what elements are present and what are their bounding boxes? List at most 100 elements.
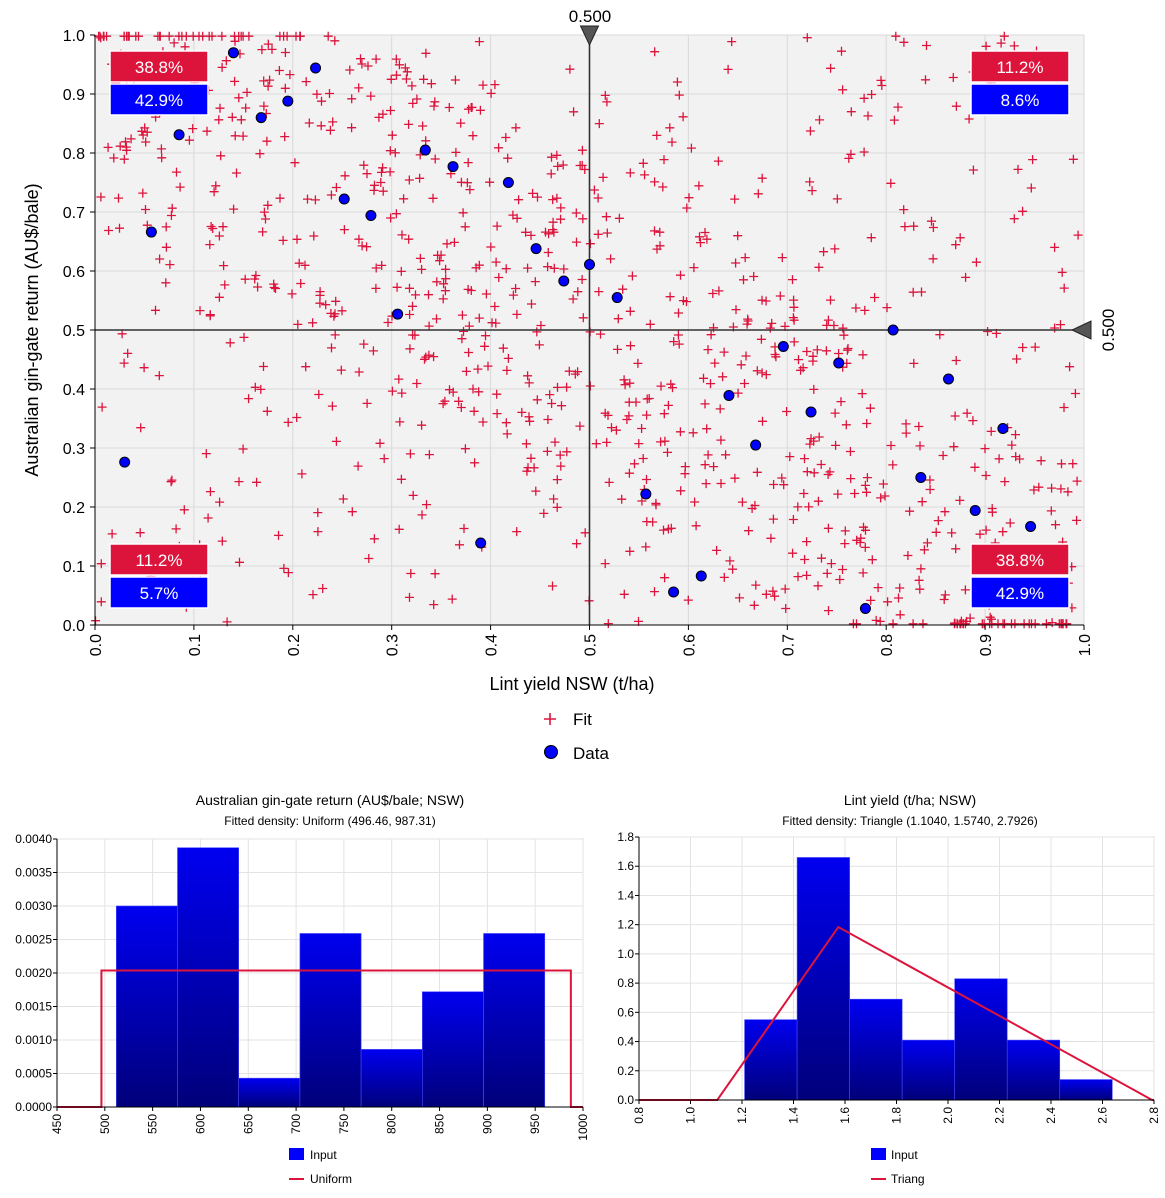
fit-point	[814, 262, 824, 272]
scatter-y-tick-label: 0.6	[63, 264, 85, 281]
fit-point	[830, 244, 840, 254]
fit-point	[781, 604, 791, 613]
fit-point	[634, 439, 644, 449]
fit-point	[1051, 520, 1060, 530]
fit-point	[757, 295, 767, 305]
fit-point	[310, 195, 320, 205]
fit-point	[951, 356, 961, 365]
fit-point	[625, 168, 635, 178]
fit-point	[914, 422, 924, 431]
fit-point	[675, 427, 685, 437]
quadrant-data-box-top_right	[970, 83, 1070, 116]
histogram-bar	[483, 933, 546, 1108]
fit-point	[723, 64, 733, 74]
fit-point	[468, 384, 478, 394]
fit-point	[777, 253, 787, 263]
fit-point	[676, 270, 685, 280]
fit-point	[987, 614, 996, 624]
fit-point	[396, 474, 406, 484]
scatter-x-tick-label: 0.0	[88, 634, 105, 656]
fit-point	[522, 466, 532, 476]
fit-point	[877, 81, 887, 90]
fit-point	[448, 387, 458, 397]
fit-point	[822, 568, 832, 578]
fit-point	[205, 311, 215, 321]
fit-point	[900, 222, 910, 232]
hist-y-tick-label: 0.0	[617, 1093, 634, 1107]
fit-point	[793, 502, 803, 512]
fit-point	[405, 449, 415, 459]
data-point	[723, 389, 735, 401]
scatter-x-tick-label: 0.6	[681, 634, 698, 656]
fit-point	[371, 54, 381, 64]
fit-point	[573, 287, 583, 297]
data-point	[145, 226, 157, 238]
fit-point	[404, 175, 414, 185]
fit-point	[442, 239, 452, 249]
fit-point	[1028, 155, 1038, 165]
fit-point	[115, 141, 125, 151]
fit-point	[757, 173, 767, 183]
fit-point	[733, 231, 743, 241]
fit-point	[366, 91, 376, 101]
fit-point	[908, 287, 918, 297]
fit-point	[461, 366, 471, 376]
hist1-subtitle: Fitted density: Uniform (496.46, 987.31)	[224, 814, 435, 828]
fit-point	[578, 313, 588, 323]
fit-point	[931, 527, 941, 537]
fit-point	[462, 178, 472, 188]
fit-point	[394, 60, 404, 70]
fit-point	[700, 460, 710, 470]
fit-point	[545, 390, 555, 400]
fit-point	[478, 417, 488, 427]
fit-point	[634, 616, 643, 626]
hist2-title: Lint yield (t/ha; NSW)	[844, 792, 976, 808]
fit-point	[274, 66, 284, 75]
scatter-x-tick-label: 0.5	[583, 634, 600, 656]
fit-point	[428, 193, 438, 203]
data-point	[969, 505, 981, 517]
fit-point	[862, 473, 872, 483]
fit-point	[928, 254, 938, 264]
hist2-legend-fit-label: Triang	[891, 1172, 925, 1186]
fit-point	[905, 506, 915, 516]
fit-point	[475, 105, 485, 115]
fit-point	[459, 524, 469, 533]
fit-point	[280, 132, 290, 142]
fit-point	[552, 475, 562, 485]
fit-point	[674, 90, 684, 100]
scatter-y-tick-label: 0.8	[63, 146, 85, 163]
fit-point	[580, 528, 590, 538]
fit-point	[644, 394, 654, 403]
fit-point	[283, 417, 293, 427]
fit-point	[1047, 618, 1057, 628]
fit-point	[136, 423, 146, 433]
fit-point	[357, 241, 367, 251]
fit-point	[481, 289, 491, 299]
fit-point	[756, 334, 766, 344]
fit-point	[594, 119, 604, 129]
histogram-bar	[422, 991, 484, 1108]
fit-point	[652, 244, 662, 254]
fit-point	[390, 148, 400, 158]
fit-point	[747, 504, 757, 513]
fit-point	[107, 529, 117, 539]
fit-point	[217, 62, 227, 72]
fit-point	[451, 147, 461, 157]
fit-point	[121, 137, 130, 147]
fit-point	[325, 125, 335, 135]
fit-point	[549, 263, 559, 273]
fit-point	[421, 352, 431, 362]
fit-point	[1000, 477, 1010, 487]
fit-point	[686, 143, 696, 153]
y-cut-slider-handle	[1070, 320, 1092, 340]
fit-point	[571, 208, 581, 218]
quadrant-fit-box-bottom_right	[970, 543, 1070, 576]
fit-point	[386, 213, 396, 223]
fit-point	[230, 131, 240, 141]
fit-point	[290, 158, 300, 168]
fit-point	[624, 411, 634, 421]
fit-point	[280, 48, 290, 57]
fit-point	[377, 167, 386, 177]
fit-point	[217, 536, 227, 546]
